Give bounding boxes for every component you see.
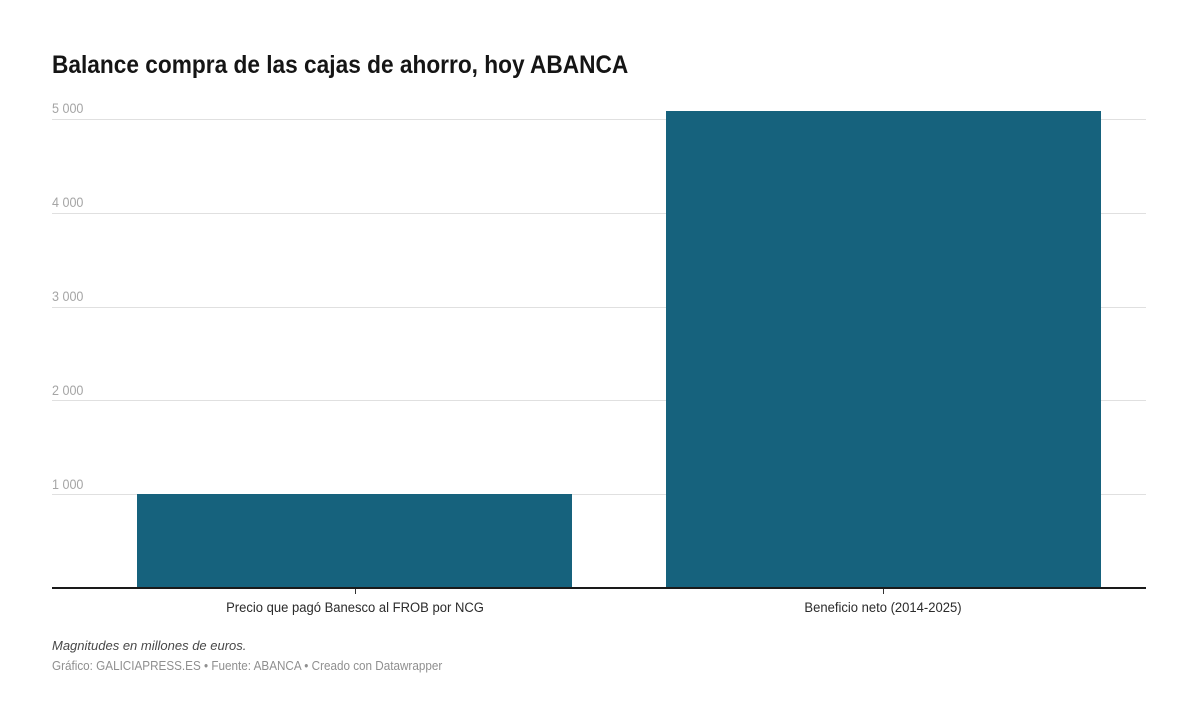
y-tick-label-2000: 2 000 [52,382,84,398]
byline-separator-1: • [200,658,212,673]
y-gridline-4000 [52,212,1146,214]
y-gridline-5000 [52,119,1146,120]
chart-byline: Gráfico: GALICIAPRESS.ES • Fuente: ABANC… [52,659,442,674]
byline-tool-credit-link[interactable]: Creado con Datawrapper [311,658,443,673]
bar-2 [665,111,1101,588]
chart-title: Balance compra de las cajas de ahorro, h… [52,51,629,80]
category-label-2: Beneficio neto (2014-2025) [804,600,962,616]
x-axis-baseline [52,587,1146,589]
x-tick-2 [883,588,884,594]
byline-source-label: Fuente: [211,658,254,673]
y-tick-label-1000: 1 000 [52,476,84,492]
x-tick-1 [354,588,356,594]
byline-graphic-label: Gráfico: [52,658,97,673]
chart-notes: Magnitudes en millones de euros. [52,637,247,653]
y-tick-label-3000: 3 000 [52,288,84,304]
y-gridline-1000 [52,494,1146,496]
byline-separator-2: • [301,658,312,673]
y-gridline-2000 [52,400,1146,402]
category-label-1: Precio que pagó Banesco al FROB por NCG [225,600,484,616]
y-tick-label-5000: 5 000 [52,101,84,117]
y-gridline-3000 [52,306,1146,308]
y-tick-label-4000: 4 000 [52,195,84,211]
byline-graphic-credit-link[interactable]: GALICIAPRESS.ES [96,658,201,673]
byline-source-link[interactable]: ABANCA [253,658,302,673]
bar-1 [137,493,572,588]
